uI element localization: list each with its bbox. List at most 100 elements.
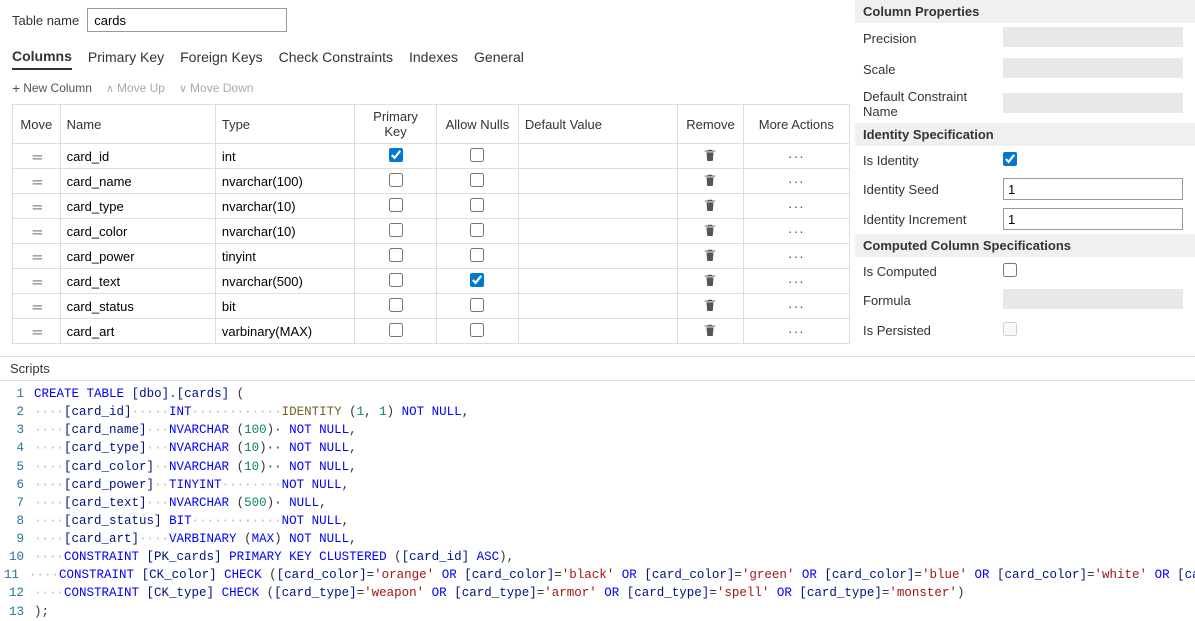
table-row[interactable]: ═ ··· — [13, 269, 850, 294]
table-row[interactable]: ═ ··· — [13, 244, 850, 269]
column-type-input[interactable] — [222, 272, 348, 291]
allow-nulls-checkbox[interactable] — [470, 223, 484, 237]
drag-handle-icon[interactable]: ═ — [33, 271, 40, 291]
move-down-button[interactable]: ∨ Move Down — [179, 81, 253, 95]
drag-handle-icon[interactable]: ═ — [33, 296, 40, 316]
table-row[interactable]: ═ ··· — [13, 294, 850, 319]
column-type-input[interactable] — [222, 147, 348, 166]
default-value-input[interactable] — [525, 272, 671, 291]
more-actions-button[interactable]: ··· — [788, 273, 805, 289]
allow-nulls-checkbox[interactable] — [470, 273, 484, 287]
remove-column-button[interactable] — [703, 198, 717, 212]
allow-nulls-checkbox[interactable] — [470, 173, 484, 187]
default-value-input[interactable] — [525, 322, 671, 341]
primary-key-checkbox[interactable] — [389, 298, 403, 312]
column-type-input[interactable] — [222, 297, 348, 316]
default-value-input[interactable] — [525, 222, 671, 241]
column-type-input[interactable] — [222, 197, 348, 216]
header-move: Move — [13, 105, 61, 144]
move-up-button[interactable]: ∧ Move Up — [106, 81, 165, 95]
column-type-input[interactable] — [222, 322, 348, 341]
arrow-up-icon: ∧ — [106, 82, 114, 95]
remove-column-button[interactable] — [703, 323, 717, 337]
table-name-label: Table name — [12, 13, 79, 28]
remove-column-button[interactable] — [703, 148, 717, 162]
allow-nulls-checkbox[interactable] — [470, 148, 484, 162]
more-actions-button[interactable]: ··· — [788, 198, 805, 214]
drag-handle-icon[interactable]: ═ — [33, 196, 40, 216]
table-row[interactable]: ═ ··· — [13, 144, 850, 169]
default-value-input[interactable] — [525, 297, 671, 316]
table-name-input[interactable] — [87, 8, 287, 32]
tab-check-constraints[interactable]: Check Constraints — [279, 45, 393, 69]
column-name-input[interactable] — [67, 147, 209, 166]
is-identity-checkbox[interactable] — [1003, 152, 1017, 166]
line-number: 7 — [4, 494, 34, 512]
primary-key-checkbox[interactable] — [389, 198, 403, 212]
identity-seed-input[interactable] — [1003, 178, 1183, 200]
remove-column-button[interactable] — [703, 298, 717, 312]
primary-key-checkbox[interactable] — [389, 248, 403, 262]
line-number: 11 — [4, 566, 29, 584]
remove-column-button[interactable] — [703, 273, 717, 287]
column-name-input[interactable] — [67, 322, 209, 341]
default-value-input[interactable] — [525, 247, 671, 266]
drag-handle-icon[interactable]: ═ — [33, 246, 40, 266]
tab-columns[interactable]: Columns — [12, 44, 72, 70]
column-name-input[interactable] — [67, 172, 209, 191]
arrow-down-icon: ∨ — [179, 82, 187, 95]
primary-key-checkbox[interactable] — [389, 173, 403, 187]
more-actions-button[interactable]: ··· — [788, 248, 805, 264]
table-row[interactable]: ═ ··· — [13, 319, 850, 344]
line-number: 2 — [4, 403, 34, 421]
more-actions-button[interactable]: ··· — [788, 173, 805, 189]
new-column-button[interactable]: +New Column — [12, 80, 92, 96]
remove-column-button[interactable] — [703, 173, 717, 187]
line-number: 1 — [4, 385, 34, 403]
allow-nulls-checkbox[interactable] — [470, 298, 484, 312]
allow-nulls-checkbox[interactable] — [470, 248, 484, 262]
column-type-input[interactable] — [222, 247, 348, 266]
scripts-title: Scripts — [0, 356, 1195, 381]
tab-general[interactable]: General — [474, 45, 524, 69]
column-name-input[interactable] — [67, 222, 209, 241]
allow-nulls-checkbox[interactable] — [470, 323, 484, 337]
is-computed-checkbox[interactable] — [1003, 263, 1017, 277]
default-value-input[interactable] — [525, 172, 671, 191]
default-value-input[interactable] — [525, 197, 671, 216]
more-actions-button[interactable]: ··· — [788, 298, 805, 314]
drag-handle-icon[interactable]: ═ — [33, 221, 40, 241]
sql-script[interactable]: 1CREATE TABLE [dbo].[cards] (2····[card_… — [0, 381, 1195, 621]
primary-key-checkbox[interactable] — [389, 323, 403, 337]
more-actions-button[interactable]: ··· — [788, 148, 805, 164]
default-value-input[interactable] — [525, 147, 671, 166]
remove-column-button[interactable] — [703, 248, 717, 262]
tab-foreign-keys[interactable]: Foreign Keys — [180, 45, 262, 69]
formula-label: Formula — [863, 293, 1003, 308]
column-name-input[interactable] — [67, 247, 209, 266]
line-number: 8 — [4, 512, 34, 530]
remove-column-button[interactable] — [703, 223, 717, 237]
allow-nulls-checkbox[interactable] — [470, 198, 484, 212]
header-more: More Actions — [743, 105, 849, 144]
table-row[interactable]: ═ ··· — [13, 194, 850, 219]
primary-key-checkbox[interactable] — [389, 148, 403, 162]
drag-handle-icon[interactable]: ═ — [33, 321, 40, 341]
tab-primary-key[interactable]: Primary Key — [88, 45, 164, 69]
table-row[interactable]: ═ ··· — [13, 219, 850, 244]
column-name-input[interactable] — [67, 197, 209, 216]
line-number: 10 — [4, 548, 34, 566]
primary-key-checkbox[interactable] — [389, 273, 403, 287]
primary-key-checkbox[interactable] — [389, 223, 403, 237]
column-type-input[interactable] — [222, 222, 348, 241]
column-type-input[interactable] — [222, 172, 348, 191]
column-name-input[interactable] — [67, 297, 209, 316]
more-actions-button[interactable]: ··· — [788, 323, 805, 339]
identity-increment-input[interactable] — [1003, 208, 1183, 230]
tab-indexes[interactable]: Indexes — [409, 45, 458, 69]
more-actions-button[interactable]: ··· — [788, 223, 805, 239]
drag-handle-icon[interactable]: ═ — [33, 146, 40, 166]
table-row[interactable]: ═ ··· — [13, 169, 850, 194]
column-name-input[interactable] — [67, 272, 209, 291]
drag-handle-icon[interactable]: ═ — [33, 171, 40, 191]
